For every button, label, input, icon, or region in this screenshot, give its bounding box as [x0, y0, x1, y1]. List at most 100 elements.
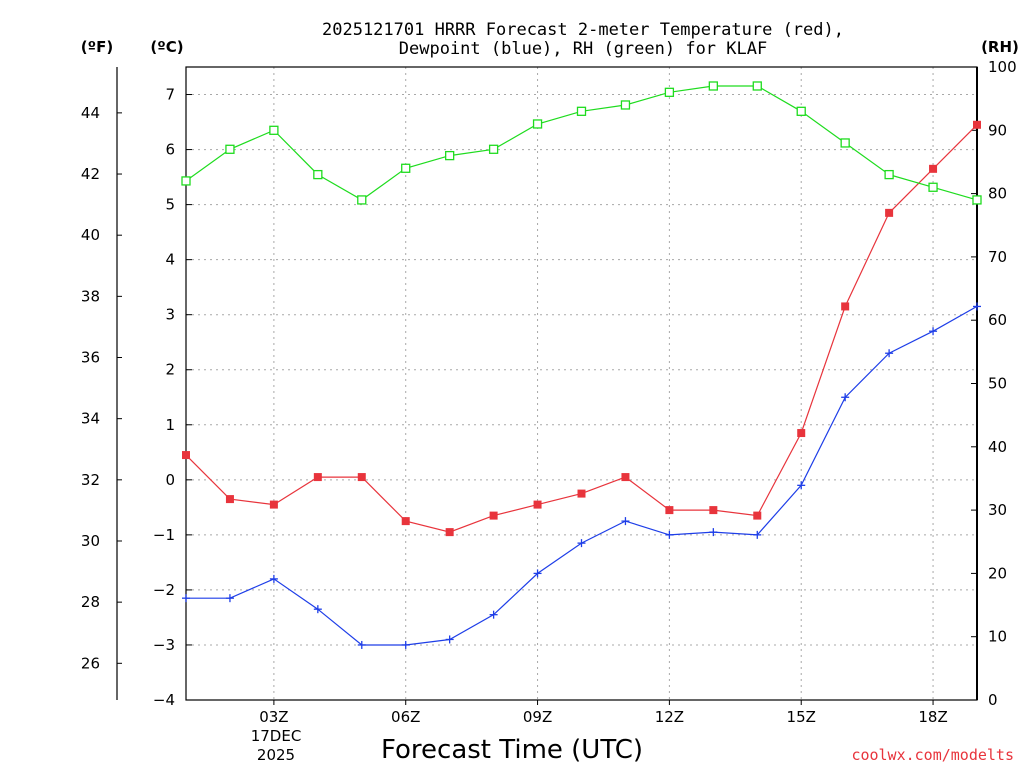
credit-text: coolwx.com/modelts	[851, 746, 1014, 764]
date-label-year: 2025	[257, 746, 295, 764]
temperature-point	[709, 506, 718, 515]
fahrenheit-tick-label: 44	[81, 104, 100, 122]
rh-tick-label: 20	[988, 564, 1007, 582]
dewpoint-point	[225, 594, 234, 603]
celsius-tick-label: 0	[165, 471, 175, 489]
rh-tick-label: 80	[988, 185, 1007, 203]
temperature-point	[885, 208, 894, 217]
temperature-point	[401, 517, 410, 526]
celsius-tick-label: 2	[165, 361, 175, 379]
rh-tick-label: 10	[988, 628, 1007, 646]
rh-point	[269, 125, 279, 135]
rh-point	[752, 81, 762, 91]
fahrenheit-tick-label: 38	[81, 287, 100, 305]
rh-point	[401, 163, 411, 173]
x-tick-label: 09Z	[523, 708, 552, 726]
temperature-point	[973, 120, 981, 129]
rh-unit-label: (RH)	[981, 38, 1019, 56]
axes: 26283032343638404244−4−3−2−1012345670102…	[81, 58, 1017, 726]
dewpoint-point	[269, 574, 278, 583]
celsius-tick-label: 4	[165, 251, 175, 269]
rh-point	[357, 195, 367, 205]
rh-point	[488, 144, 499, 154]
x-tick-label: 03Z	[259, 708, 288, 726]
temperature-point	[182, 451, 190, 460]
series-layer	[181, 81, 982, 649]
dewpoint-point	[621, 517, 630, 526]
temperature-series	[182, 120, 981, 537]
dewpoint-point	[885, 349, 894, 358]
rh-point	[664, 87, 675, 97]
dewpoint-point	[929, 327, 938, 336]
temperature-point	[313, 473, 322, 482]
rh-point	[928, 182, 938, 192]
rh-tick-label: 30	[988, 501, 1007, 519]
temperature-point	[841, 302, 850, 311]
rh-tick-label: 0	[988, 691, 998, 709]
dewpoint-point	[577, 539, 586, 548]
celsius-tick-label: 1	[165, 416, 175, 434]
rh-tick-label: 40	[988, 438, 1007, 456]
celsius-tick-label: −2	[153, 581, 175, 599]
rh-point	[840, 138, 850, 148]
dewpoint-point	[797, 481, 806, 490]
dewpoint-point	[182, 594, 190, 603]
temperature-point	[753, 511, 762, 520]
rh-tick-label: 100	[988, 58, 1017, 76]
x-axis-label: Forecast Time (UTC)	[381, 735, 643, 765]
temperature-point	[225, 495, 234, 504]
fahrenheit-tick-label: 26	[81, 654, 100, 672]
temperature-point	[357, 473, 366, 482]
rh-line	[185, 85, 978, 201]
fahrenheit-tick-label: 40	[81, 226, 100, 244]
rh-point	[225, 144, 235, 154]
x-tick-label: 18Z	[918, 708, 947, 726]
rh-point	[313, 169, 323, 180]
temperature-point	[621, 473, 630, 482]
dewpoint-point	[445, 635, 454, 644]
chart-title-line2: Dewpoint (blue), RH (green) for KLAF	[399, 39, 767, 59]
rh-point	[181, 176, 191, 186]
rh-series	[181, 81, 982, 205]
temperature-point	[577, 489, 586, 498]
celsius-tick-label: 3	[165, 306, 175, 324]
temperature-point	[797, 429, 806, 438]
celsius-tick-label: 5	[165, 196, 175, 214]
celsius-tick-label: −3	[153, 636, 175, 654]
rh-tick-label: 70	[988, 248, 1007, 266]
celsius-tick-label: −4	[153, 691, 175, 709]
rh-point	[576, 106, 587, 116]
temperature-point	[929, 164, 938, 173]
rh-tick-label: 50	[988, 375, 1007, 393]
temperature-point	[269, 500, 278, 509]
chart-title-line1: 2025121701 HRRR Forecast 2-meter Tempera…	[322, 20, 844, 40]
temperature-point	[665, 506, 674, 515]
dewpoint-line	[186, 305, 978, 646]
celsius-tick-label: −1	[153, 526, 175, 544]
dewpoint-series	[182, 302, 981, 649]
x-tick-label: 12Z	[655, 708, 684, 726]
fahrenheit-tick-label: 30	[81, 532, 100, 550]
dewpoint-point	[753, 530, 762, 539]
dewpoint-point	[533, 569, 542, 578]
fahrenheit-tick-label: 36	[81, 349, 100, 367]
dewpoint-point	[489, 610, 498, 619]
rh-point	[972, 195, 982, 205]
rh-point	[796, 106, 806, 116]
dewpoint-point	[313, 605, 322, 614]
rh-point	[532, 119, 543, 129]
x-tick-label: 06Z	[391, 708, 420, 726]
fahrenheit-tick-label: 42	[81, 165, 100, 183]
dewpoint-point	[401, 640, 410, 649]
dewpoint-point	[709, 528, 718, 537]
dewpoint-point	[841, 393, 850, 402]
date-label-day: 17DEC	[251, 727, 302, 745]
rh-point	[445, 150, 455, 161]
rh-point	[620, 100, 631, 110]
rh-point	[708, 81, 718, 91]
temperature-point	[533, 500, 542, 509]
rh-tick-label: 60	[988, 311, 1007, 329]
rh-tick-label: 90	[988, 121, 1007, 139]
